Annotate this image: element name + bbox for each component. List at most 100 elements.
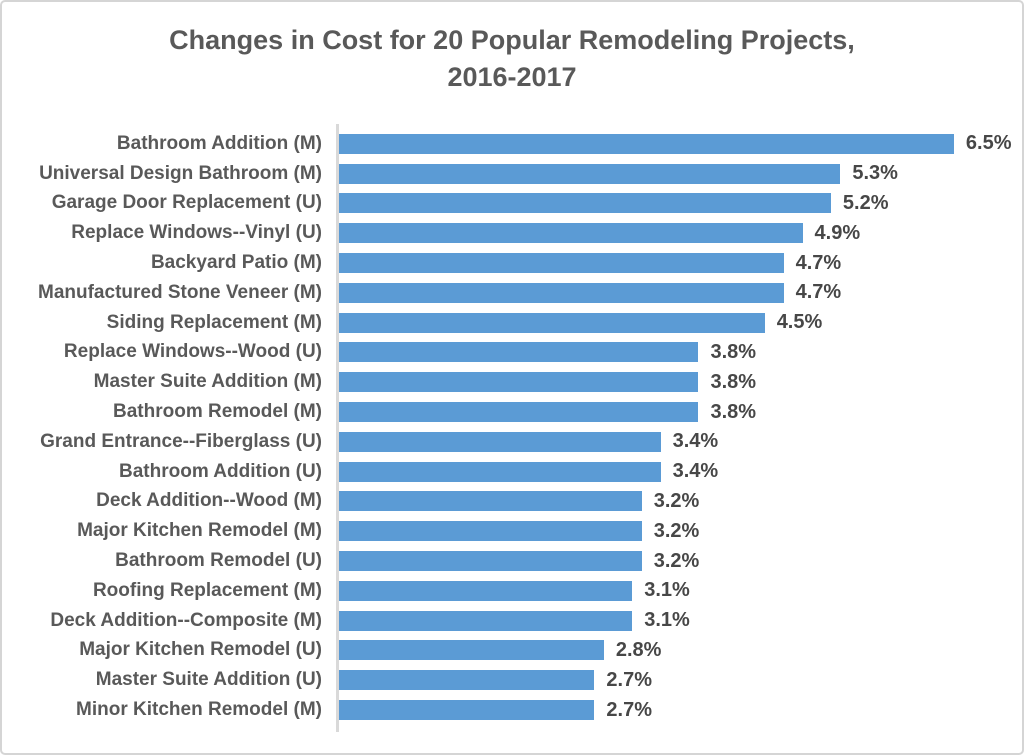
value-label: 5.2% (842, 191, 889, 214)
bar-row: Bathroom Addition (U) 3.4% (2, 457, 1022, 487)
category-label: Bathroom Remodel (U) (115, 550, 322, 572)
bar-row: Deck Addition--Wood (M) 3.2% (2, 487, 1022, 517)
bar-row: Backyard Patio (M) 4.7% (2, 248, 1022, 278)
value-label: 3.2% (653, 489, 700, 512)
category-label: Master Suite Addition (U) (95, 669, 322, 691)
value-label: 2.7% (606, 698, 652, 721)
category-label: Replace Windows--Vinyl (U) (71, 222, 322, 244)
bar-track: 2.7% (333, 699, 1022, 722)
bar-row: Bathroom Addition (M) 6.5% (2, 129, 1022, 159)
category-label: Bathroom Remodel (M) (113, 401, 322, 423)
bar[interactable] (339, 670, 595, 691)
bar[interactable] (339, 700, 595, 721)
bar[interactable] (339, 431, 661, 452)
bar-row: Roofing Replacement (M) 3.1% (2, 576, 1022, 606)
chart-title-line1: Changes in Cost for 20 Popular Remodelin… (169, 25, 855, 55)
value-label: 3.8% (710, 370, 757, 393)
bar-row: Deck Addition--Composite (M) 3.1% (2, 606, 1022, 636)
bar-track: 3.1% (333, 609, 1022, 632)
bar-track: 3.2% (333, 490, 1022, 513)
chart-title-line2: 2016-2017 (447, 62, 577, 92)
value-label: 4.5% (776, 311, 823, 334)
bar[interactable] (339, 342, 699, 363)
bar-row: Master Suite Addition (M) 3.8% (2, 367, 1022, 397)
value-label: 4.9% (814, 221, 861, 244)
bar[interactable] (339, 282, 784, 303)
bar-row: Major Kitchen Remodel (M) 3.2% (2, 516, 1022, 546)
bar-row: Bathroom Remodel (U) 3.2% (2, 546, 1022, 576)
bar-track: 6.5% (333, 132, 1022, 155)
value-label: 4.7% (795, 251, 842, 274)
bar[interactable] (339, 372, 699, 393)
category-label: Deck Addition--Wood (M) (96, 490, 322, 512)
value-label: 3.2% (653, 549, 700, 572)
bar-row: Master Suite Addition (U) 2.7% (2, 665, 1022, 695)
bar-row: Siding Replacement (M) 4.5% (2, 308, 1022, 338)
bar-row: Manufactured Stone Veneer (M) 4.7% (2, 278, 1022, 308)
bar[interactable] (339, 491, 642, 512)
bar[interactable] (339, 223, 803, 244)
bar-track: 3.8% (333, 341, 1022, 364)
category-label: Bathroom Addition (M) (116, 132, 322, 154)
bar[interactable] (339, 521, 642, 542)
value-label: 5.3% (852, 162, 898, 185)
value-label: 2.7% (606, 668, 652, 691)
category-label: Roofing Replacement (M) (92, 579, 322, 601)
category-label: Minor Kitchen Remodel (M) (76, 699, 322, 721)
bar[interactable] (339, 551, 642, 572)
value-label: 3.4% (672, 460, 719, 483)
bar-track: 2.8% (333, 639, 1022, 662)
category-axis-line (336, 124, 339, 732)
value-label: 6.5% (965, 132, 1012, 155)
bar-row: Replace Windows--Vinyl (U) 4.9% (2, 218, 1022, 248)
value-label: 2.8% (615, 638, 662, 661)
value-label: 3.8% (710, 400, 757, 423)
bar-row: Major Kitchen Remodel (U) 2.8% (2, 636, 1022, 666)
bar-track: 3.2% (333, 520, 1022, 543)
value-label: 3.4% (672, 430, 719, 453)
bar-track: 3.1% (333, 579, 1022, 602)
bar[interactable] (339, 461, 661, 482)
category-label: Manufactured Stone Veneer (M) (38, 281, 322, 303)
bar-track: 5.2% (333, 192, 1022, 215)
bar-track: 3.8% (333, 401, 1022, 424)
bar-track: 4.9% (333, 222, 1022, 245)
bar-row: Minor Kitchen Remodel (M) 2.7% (2, 695, 1022, 725)
category-label: Major Kitchen Remodel (U) (79, 639, 322, 661)
bar-row: Bathroom Remodel (M) 3.8% (2, 397, 1022, 427)
bar-track: 3.8% (333, 371, 1022, 394)
category-label: Bathroom Addition (U) (119, 460, 322, 482)
category-label: Master Suite Addition (M) (93, 371, 322, 393)
bar-rows: Bathroom Addition (M) 6.5% Universal Desig… (2, 129, 1022, 725)
value-label: 3.1% (644, 579, 690, 602)
value-label: 3.1% (644, 609, 690, 632)
bar-track: 3.4% (333, 430, 1022, 453)
bar[interactable] (339, 193, 831, 214)
bar[interactable] (339, 610, 633, 631)
value-label: 3.8% (710, 340, 757, 363)
plot-area: Bathroom Addition (M) 6.5% Universal Desig… (2, 124, 1022, 732)
value-label: 3.2% (653, 519, 700, 542)
bar-row: Universal Design Bathroom (M) 5.3% (2, 159, 1022, 189)
bar-track: 4.5% (333, 311, 1022, 334)
bar[interactable] (339, 163, 841, 184)
bar[interactable] (339, 253, 784, 274)
category-label: Major Kitchen Remodel (M) (77, 520, 322, 542)
chart-title: Changes in Cost for 20 Popular Remodelin… (2, 22, 1022, 96)
value-label: 4.7% (795, 281, 842, 304)
bar-row: Garage Door Replacement (U) 5.2% (2, 189, 1022, 219)
bar-track: 3.2% (333, 550, 1022, 573)
bar[interactable] (339, 640, 604, 661)
bar[interactable] (339, 133, 954, 154)
bar-track: 2.7% (333, 669, 1022, 692)
category-label: Garage Door Replacement (U) (51, 192, 322, 214)
bar-track: 4.7% (333, 281, 1022, 304)
category-label: Universal Design Bathroom (M) (39, 162, 322, 184)
bar[interactable] (339, 402, 699, 423)
bar-row: Grand Entrance--Fiberglass (U) 3.4% (2, 427, 1022, 457)
category-label: Grand Entrance--Fiberglass (U) (40, 430, 322, 452)
bar[interactable] (339, 312, 765, 333)
bar[interactable] (339, 580, 633, 601)
category-label: Deck Addition--Composite (M) (50, 609, 322, 631)
bar-track: 4.7% (333, 252, 1022, 275)
